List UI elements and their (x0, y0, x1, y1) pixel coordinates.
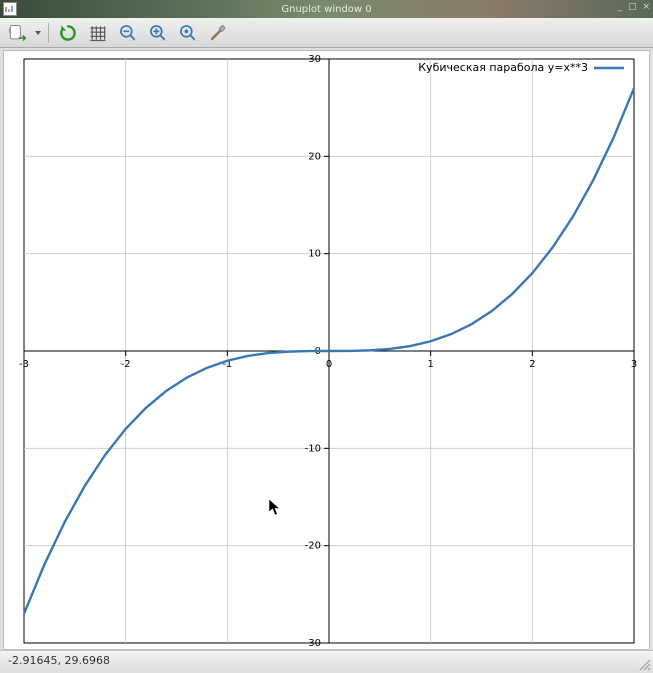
resize-grip-icon[interactable] (637, 657, 651, 671)
maximize-button[interactable]: □ (628, 2, 637, 12)
y-tick-label: -30 (305, 638, 321, 649)
refresh-button[interactable] (55, 21, 81, 45)
x-tick-label: -2 (121, 359, 131, 370)
zoom-fit-button[interactable] (175, 21, 201, 45)
y-tick-label: 10 (308, 249, 321, 260)
x-tick-label: -3 (19, 359, 29, 370)
toolbar-separator (48, 23, 49, 43)
app-icon (3, 2, 17, 16)
y-tick-label: 20 (308, 151, 321, 162)
close-button[interactable]: × (642, 2, 650, 12)
y-tick-label: -20 (305, 541, 321, 552)
y-tick-label: -10 (305, 443, 321, 454)
x-tick-label: 1 (427, 359, 433, 370)
window-titlebar: Gnuplot window 0 _ □ × (0, 0, 653, 18)
coord-readout: -2.91645, 29.6968 (8, 654, 110, 667)
window-title: Gnuplot window 0 (281, 4, 371, 15)
toolbar (0, 18, 653, 48)
plot-area[interactable]: -3-2-10123-30-20-100102030Кубическая пар… (3, 50, 650, 650)
minimize-button[interactable]: _ (617, 2, 622, 12)
status-bar: -2.91645, 29.6968 (0, 650, 653, 670)
legend-label: Кубическая парабола y=x**3 (418, 61, 588, 74)
grid-button[interactable] (85, 21, 111, 45)
export-dropdown[interactable] (34, 21, 42, 45)
x-tick-label: 2 (529, 359, 535, 370)
export-button[interactable] (4, 21, 30, 45)
settings-button[interactable] (205, 21, 231, 45)
y-tick-label: 30 (308, 54, 321, 65)
zoom-in-button[interactable] (145, 21, 171, 45)
x-tick-label: 3 (631, 359, 637, 370)
zoom-out-button[interactable] (115, 21, 141, 45)
